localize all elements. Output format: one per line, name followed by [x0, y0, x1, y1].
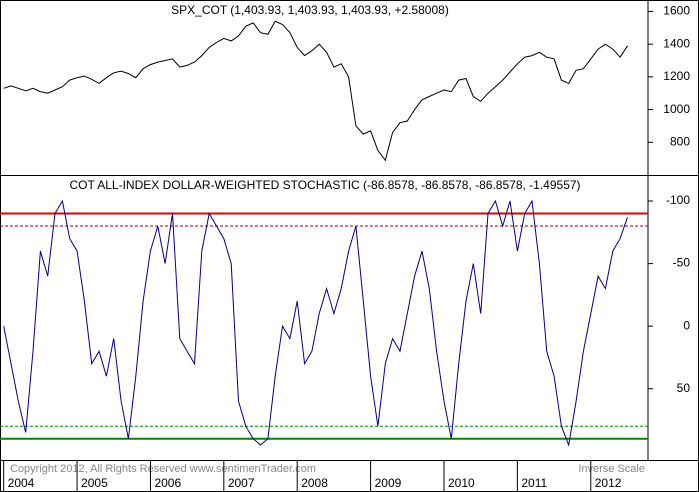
- y-tick-label: 1600: [663, 4, 690, 18]
- y-tick-label: 800: [670, 134, 690, 148]
- chart-title: COT ALL-INDEX DOLLAR-WEIGHTED STOCHASTIC…: [69, 178, 580, 192]
- y-tick-label: 1200: [663, 69, 690, 83]
- x-tick-label: 2006: [154, 476, 181, 490]
- x-tick-label: 2010: [448, 476, 475, 490]
- x-tick-label: 2012: [595, 476, 622, 490]
- x-tick-label: 2005: [81, 476, 108, 490]
- x-tick-label: 2009: [375, 476, 402, 490]
- y-tick-label: -50: [673, 256, 691, 270]
- y-tick-label: 1000: [663, 102, 690, 116]
- chart-title: SPX_COT (1,403.93, 1,403.93, 1,403.93, +…: [171, 3, 449, 17]
- x-tick-label: 2004: [8, 476, 35, 490]
- x-tick-label: 2007: [228, 476, 255, 490]
- series-line: [3, 20, 628, 162]
- annotation: Inverse Scale: [578, 463, 645, 475]
- x-tick-label: 2008: [301, 476, 328, 490]
- x-tick-label: 2011: [521, 476, 547, 490]
- series-line: [3, 199, 628, 447]
- y-tick-label: -100: [666, 193, 690, 207]
- annotation: Copyright 2012, All Rights Reserved www.…: [10, 463, 316, 475]
- y-tick-label: 0: [683, 318, 690, 332]
- y-tick-label: 50: [677, 381, 691, 395]
- y-tick-label: 1400: [663, 36, 690, 50]
